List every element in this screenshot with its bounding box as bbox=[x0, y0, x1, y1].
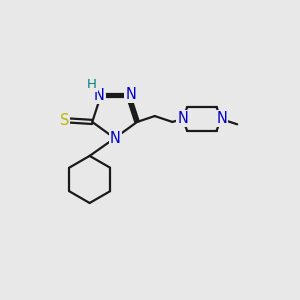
Text: S: S bbox=[60, 113, 69, 128]
Text: H: H bbox=[87, 78, 97, 91]
Text: N: N bbox=[216, 111, 227, 126]
Text: N: N bbox=[177, 111, 188, 126]
Text: N: N bbox=[125, 87, 136, 102]
Text: N: N bbox=[110, 131, 121, 146]
Text: N: N bbox=[94, 88, 105, 103]
